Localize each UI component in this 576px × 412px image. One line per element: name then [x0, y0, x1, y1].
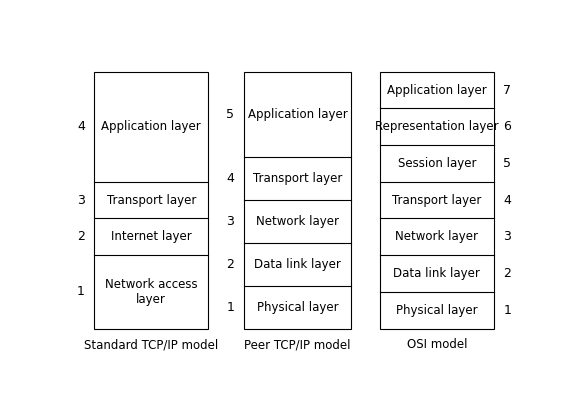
Text: 5: 5	[503, 157, 511, 170]
Text: 7: 7	[503, 84, 511, 96]
Text: Application layer: Application layer	[387, 84, 487, 96]
Text: 1: 1	[503, 304, 511, 317]
Text: Standard TCP/IP model: Standard TCP/IP model	[84, 338, 218, 351]
Text: Internet layer: Internet layer	[111, 230, 192, 243]
Text: 1: 1	[77, 286, 85, 298]
Text: Data link layer: Data link layer	[254, 258, 341, 271]
Bar	[380, 72, 494, 329]
Text: Application layer: Application layer	[248, 108, 347, 121]
Text: Application layer: Application layer	[101, 120, 201, 133]
Text: Peer TCP/IP model: Peer TCP/IP model	[244, 338, 351, 351]
Text: 4: 4	[226, 172, 234, 185]
Text: 3: 3	[77, 194, 85, 207]
Text: Physical layer: Physical layer	[396, 304, 478, 317]
Text: 2: 2	[503, 267, 511, 280]
Text: Network layer: Network layer	[256, 215, 339, 228]
Text: Network access
layer: Network access layer	[105, 278, 198, 306]
Text: Transport layer: Transport layer	[107, 194, 196, 207]
Text: 4: 4	[503, 194, 511, 207]
Text: OSI model: OSI model	[407, 338, 467, 351]
Text: 3: 3	[226, 215, 234, 228]
Text: 4: 4	[77, 120, 85, 133]
Text: 3: 3	[503, 230, 511, 243]
Text: 6: 6	[503, 120, 511, 133]
Text: 1: 1	[226, 301, 234, 314]
Text: 2: 2	[77, 230, 85, 243]
Text: Session layer: Session layer	[397, 157, 476, 170]
Text: Representation layer: Representation layer	[375, 120, 499, 133]
Text: Physical layer: Physical layer	[257, 301, 338, 314]
Text: Transport layer: Transport layer	[253, 172, 342, 185]
Bar	[244, 72, 351, 329]
Text: Transport layer: Transport layer	[392, 194, 482, 207]
Bar	[94, 72, 208, 329]
Text: Network layer: Network layer	[396, 230, 479, 243]
Text: 5: 5	[226, 108, 234, 121]
Text: Data link layer: Data link layer	[393, 267, 480, 280]
Text: 2: 2	[226, 258, 234, 271]
